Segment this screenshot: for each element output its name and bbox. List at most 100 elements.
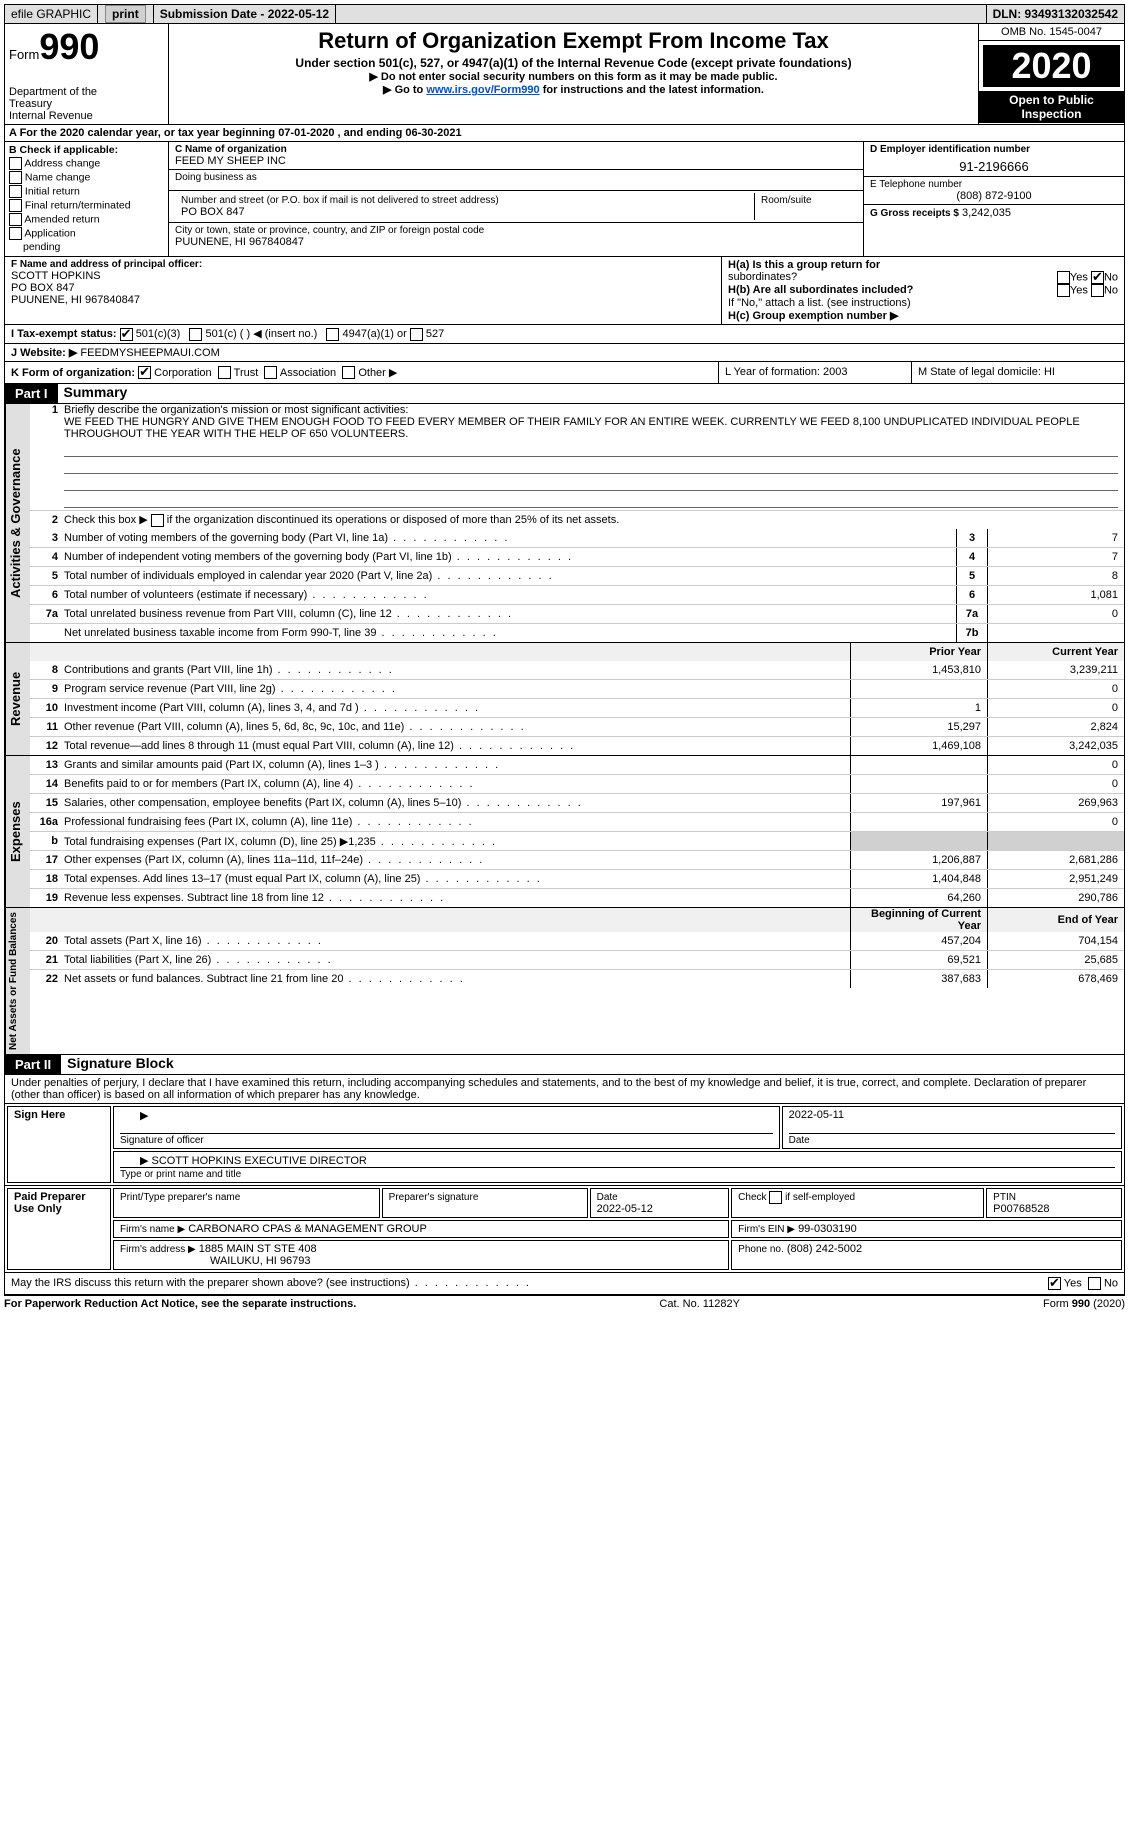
sign-here-table: Sign Here ▶ Signature of officer 2022-05… [4,1104,1125,1186]
cb-trust[interactable] [218,366,231,379]
website: FEEDMYSHEEPMAUI.COM [80,347,219,359]
irs-link[interactable]: www.irs.gov/Form990 [426,84,539,96]
col-c: C Name of organization FEED MY SHEEP INC… [169,142,863,256]
cb-discontinued[interactable] [151,514,164,527]
officer-signature[interactable]: ▶ [120,1109,773,1134]
part2-title: Signature Block [61,1055,174,1074]
section-a-text: A For the 2020 calendar year, or tax yea… [5,125,1124,141]
discuss-yes: Yes [1064,1278,1082,1290]
tab-revenue: Revenue [5,643,30,755]
ha-lbl2: subordinates? [728,271,797,284]
may-discuss-row: May the IRS discuss this return with the… [4,1273,1125,1295]
data-line: 14Benefits paid to or for members (Part … [30,774,1124,793]
hb-no: No [1104,284,1118,296]
form-note1: ▶ Do not enter social security numbers o… [175,70,972,83]
org-form-block: K Form of organization: Corporation Trus… [4,362,1125,385]
k-other: Other ▶ [358,367,397,379]
officer-name-title: SCOTT HOPKINS EXECUTIVE DIRECTOR [152,1155,367,1167]
cb-discuss-yes[interactable] [1048,1277,1061,1290]
officer-addr1: PO BOX 847 [11,282,715,294]
header-mid: Return of Organization Exempt From Incom… [169,24,978,124]
b-app: Application [24,227,75,239]
open-line1: Open to Public [1009,93,1094,107]
omb-number: OMB No. 1545-0047 [979,24,1124,41]
print-button[interactable]: print [105,5,146,23]
self-emp-lbl: Check if self-employed [738,1192,855,1203]
c-name-lbl: C Name of organization [175,144,857,155]
hc-lbl: H(c) Group exemption number ▶ [728,309,1118,322]
footer-right: Form 990 (2020) [1043,1298,1125,1310]
cb-name[interactable] [9,171,22,184]
row-j: J Website: ▶ FEEDMYSHEEPMAUI.COM [5,344,1124,361]
col-h: H(a) Is this a group return for subordin… [722,257,1124,324]
cb-amended[interactable] [9,213,22,226]
expenses-section: Expenses 13Grants and similar amounts pa… [4,756,1125,908]
cb-527[interactable] [410,328,423,341]
ptin-lbl: PTIN [993,1192,1016,1203]
firm-ein: 99-0303190 [798,1223,857,1235]
sig-lbl: Signature of officer [120,1135,204,1146]
part1-title: Summary [58,384,128,403]
cb-other[interactable] [342,366,355,379]
cb-assoc[interactable] [264,366,277,379]
data-line: 15Salaries, other compensation, employee… [30,793,1124,812]
governance-section: Activities & Governance 1 Briefly descri… [4,404,1125,643]
cb-address[interactable] [9,157,22,170]
website-block: J Website: ▶ FEEDMYSHEEPMAUI.COM [4,344,1125,362]
declaration-text: Under penalties of perjury, I declare th… [11,1077,1118,1101]
ha-yes: Yes [1070,271,1088,283]
dept-line3: Internal Revenue [9,110,164,122]
cb-app[interactable] [9,227,22,240]
data-line: 20Total assets (Part X, line 16)457,2047… [30,932,1124,950]
l2-post: if the organization discontinued its ope… [164,514,620,526]
cb-discuss-no[interactable] [1088,1277,1101,1290]
form-number: 990 [39,26,99,67]
cb-ha-no[interactable] [1091,271,1104,284]
part1-num: Part I [5,384,58,403]
k-assoc: Association [280,367,336,379]
firm-name: CARBONARO CPAS & MANAGEMENT GROUP [188,1223,427,1235]
col-end: End of Year [987,908,1124,932]
form-word: Form [9,47,39,62]
ha-no: No [1104,271,1118,283]
note2-pre: ▶ Go to [383,84,426,96]
l1-num: 1 [30,404,64,416]
cb-501c[interactable] [189,328,202,341]
b-name: Name change [25,171,90,183]
cb-corp[interactable] [138,366,151,379]
cb-501c3[interactable] [120,328,133,341]
cb-ha-yes[interactable] [1057,271,1070,284]
firm-addr2: WAILUKU, HI 96793 [120,1255,310,1267]
row-k: K Form of organization: Corporation Trus… [5,362,718,384]
cb-self-employed[interactable] [769,1191,782,1204]
data-line: 17Other expenses (Part IX, column (A), l… [30,850,1124,869]
firm-lbl: Firm's name ▶ [120,1224,185,1235]
firm-ein-lbl: Firm's EIN ▶ [738,1224,795,1235]
data-line: 10Investment income (Part VIII, column (… [30,698,1124,717]
header-right: OMB No. 1545-0047 2020 Open to PublicIns… [978,24,1124,124]
tab-net: Net Assets or Fund Balances [5,908,30,1054]
cb-initial[interactable] [9,185,22,198]
col-prior: Prior Year [850,643,987,661]
may-discuss: May the IRS discuss this return with the… [11,1277,531,1290]
part1-header: Part I Summary [4,384,1125,404]
gov-line: 5Total number of individuals employed in… [30,566,1124,585]
prep-date: 2022-05-12 [597,1203,653,1215]
year-formation: L Year of formation: 2003 [718,362,911,384]
tab-expenses: Expenses [5,756,30,907]
data-line: 11Other revenue (Part VIII, column (A), … [30,717,1124,736]
expenses-content: 13Grants and similar amounts paid (Part … [30,756,1124,907]
gross-val: 3,242,035 [962,207,1011,219]
hb-yes: Yes [1070,284,1088,296]
cb-final[interactable] [9,199,22,212]
declaration: Under penalties of perjury, I declare th… [4,1075,1125,1104]
cb-hb-yes[interactable] [1057,284,1070,297]
tab-governance: Activities & Governance [5,404,30,642]
firm-addr-lbl: Firm's address ▶ [120,1244,196,1255]
page-footer: For Paperwork Reduction Act Notice, see … [4,1295,1125,1310]
cb-4947[interactable] [326,328,339,341]
header-left: Form990 Department of the Treasury Inter… [5,24,169,124]
cb-hb-no[interactable] [1091,284,1104,297]
tax-year: 2020 [979,41,1124,91]
dln: DLN: 93493132032542 [986,5,1124,23]
